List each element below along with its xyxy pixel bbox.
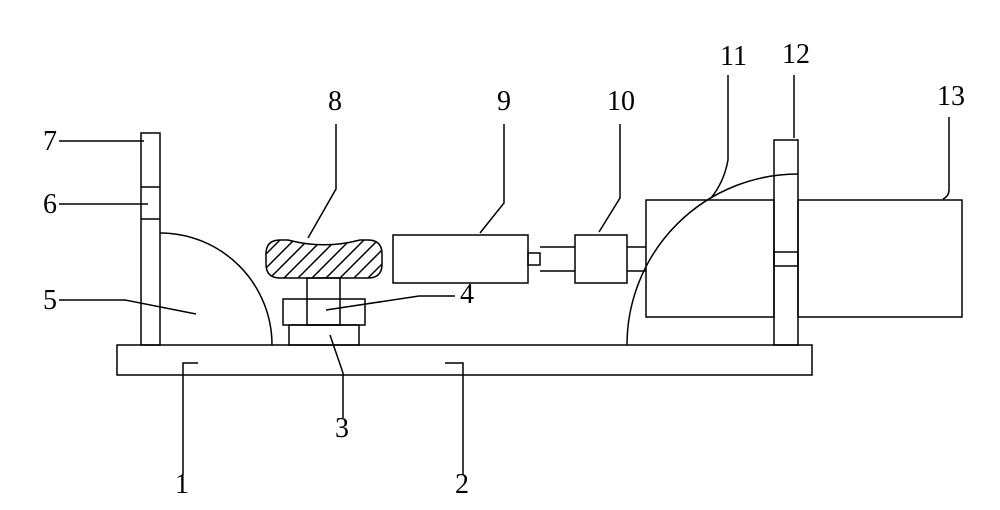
cylinder-11 <box>646 200 774 317</box>
label-3: 3 <box>335 413 349 444</box>
base-plate <box>117 345 812 375</box>
label-4: 4 <box>460 279 474 310</box>
holder-narrow <box>307 278 340 325</box>
leader-10 <box>599 124 620 232</box>
leader-4 <box>326 296 455 310</box>
riser-block <box>289 325 359 345</box>
label-5: 5 <box>43 285 57 316</box>
diagram-canvas: 1 2 3 4 5 6 7 8 9 10 11 12 13 <box>0 0 1000 510</box>
label-6: 6 <box>43 189 57 220</box>
label-9: 9 <box>497 86 511 117</box>
shaft-11 <box>774 252 798 266</box>
block-9 <box>393 235 528 283</box>
leader-13 <box>943 117 949 199</box>
label-11: 11 <box>720 41 747 72</box>
label-1: 1 <box>175 469 189 500</box>
holder-wide <box>283 299 365 325</box>
label-7: 7 <box>43 126 57 157</box>
label-8: 8 <box>328 86 342 117</box>
leader-11 <box>711 75 728 198</box>
leader-8 <box>308 124 336 238</box>
hatched-block <box>228 240 448 278</box>
left-post <box>141 133 160 345</box>
leader-2 <box>445 363 463 475</box>
leader-3 <box>330 335 343 418</box>
block-10 <box>575 235 627 283</box>
label-13: 13 <box>937 81 965 112</box>
label-10: 10 <box>607 86 635 117</box>
left-arc <box>160 233 272 345</box>
block-13 <box>798 200 962 317</box>
stub-9 <box>528 253 540 265</box>
post-12 <box>774 140 798 345</box>
leader-5 <box>59 300 196 314</box>
label-12: 12 <box>782 39 810 70</box>
leader-9 <box>480 124 504 233</box>
leader-1 <box>183 363 198 475</box>
label-2: 2 <box>455 469 469 500</box>
